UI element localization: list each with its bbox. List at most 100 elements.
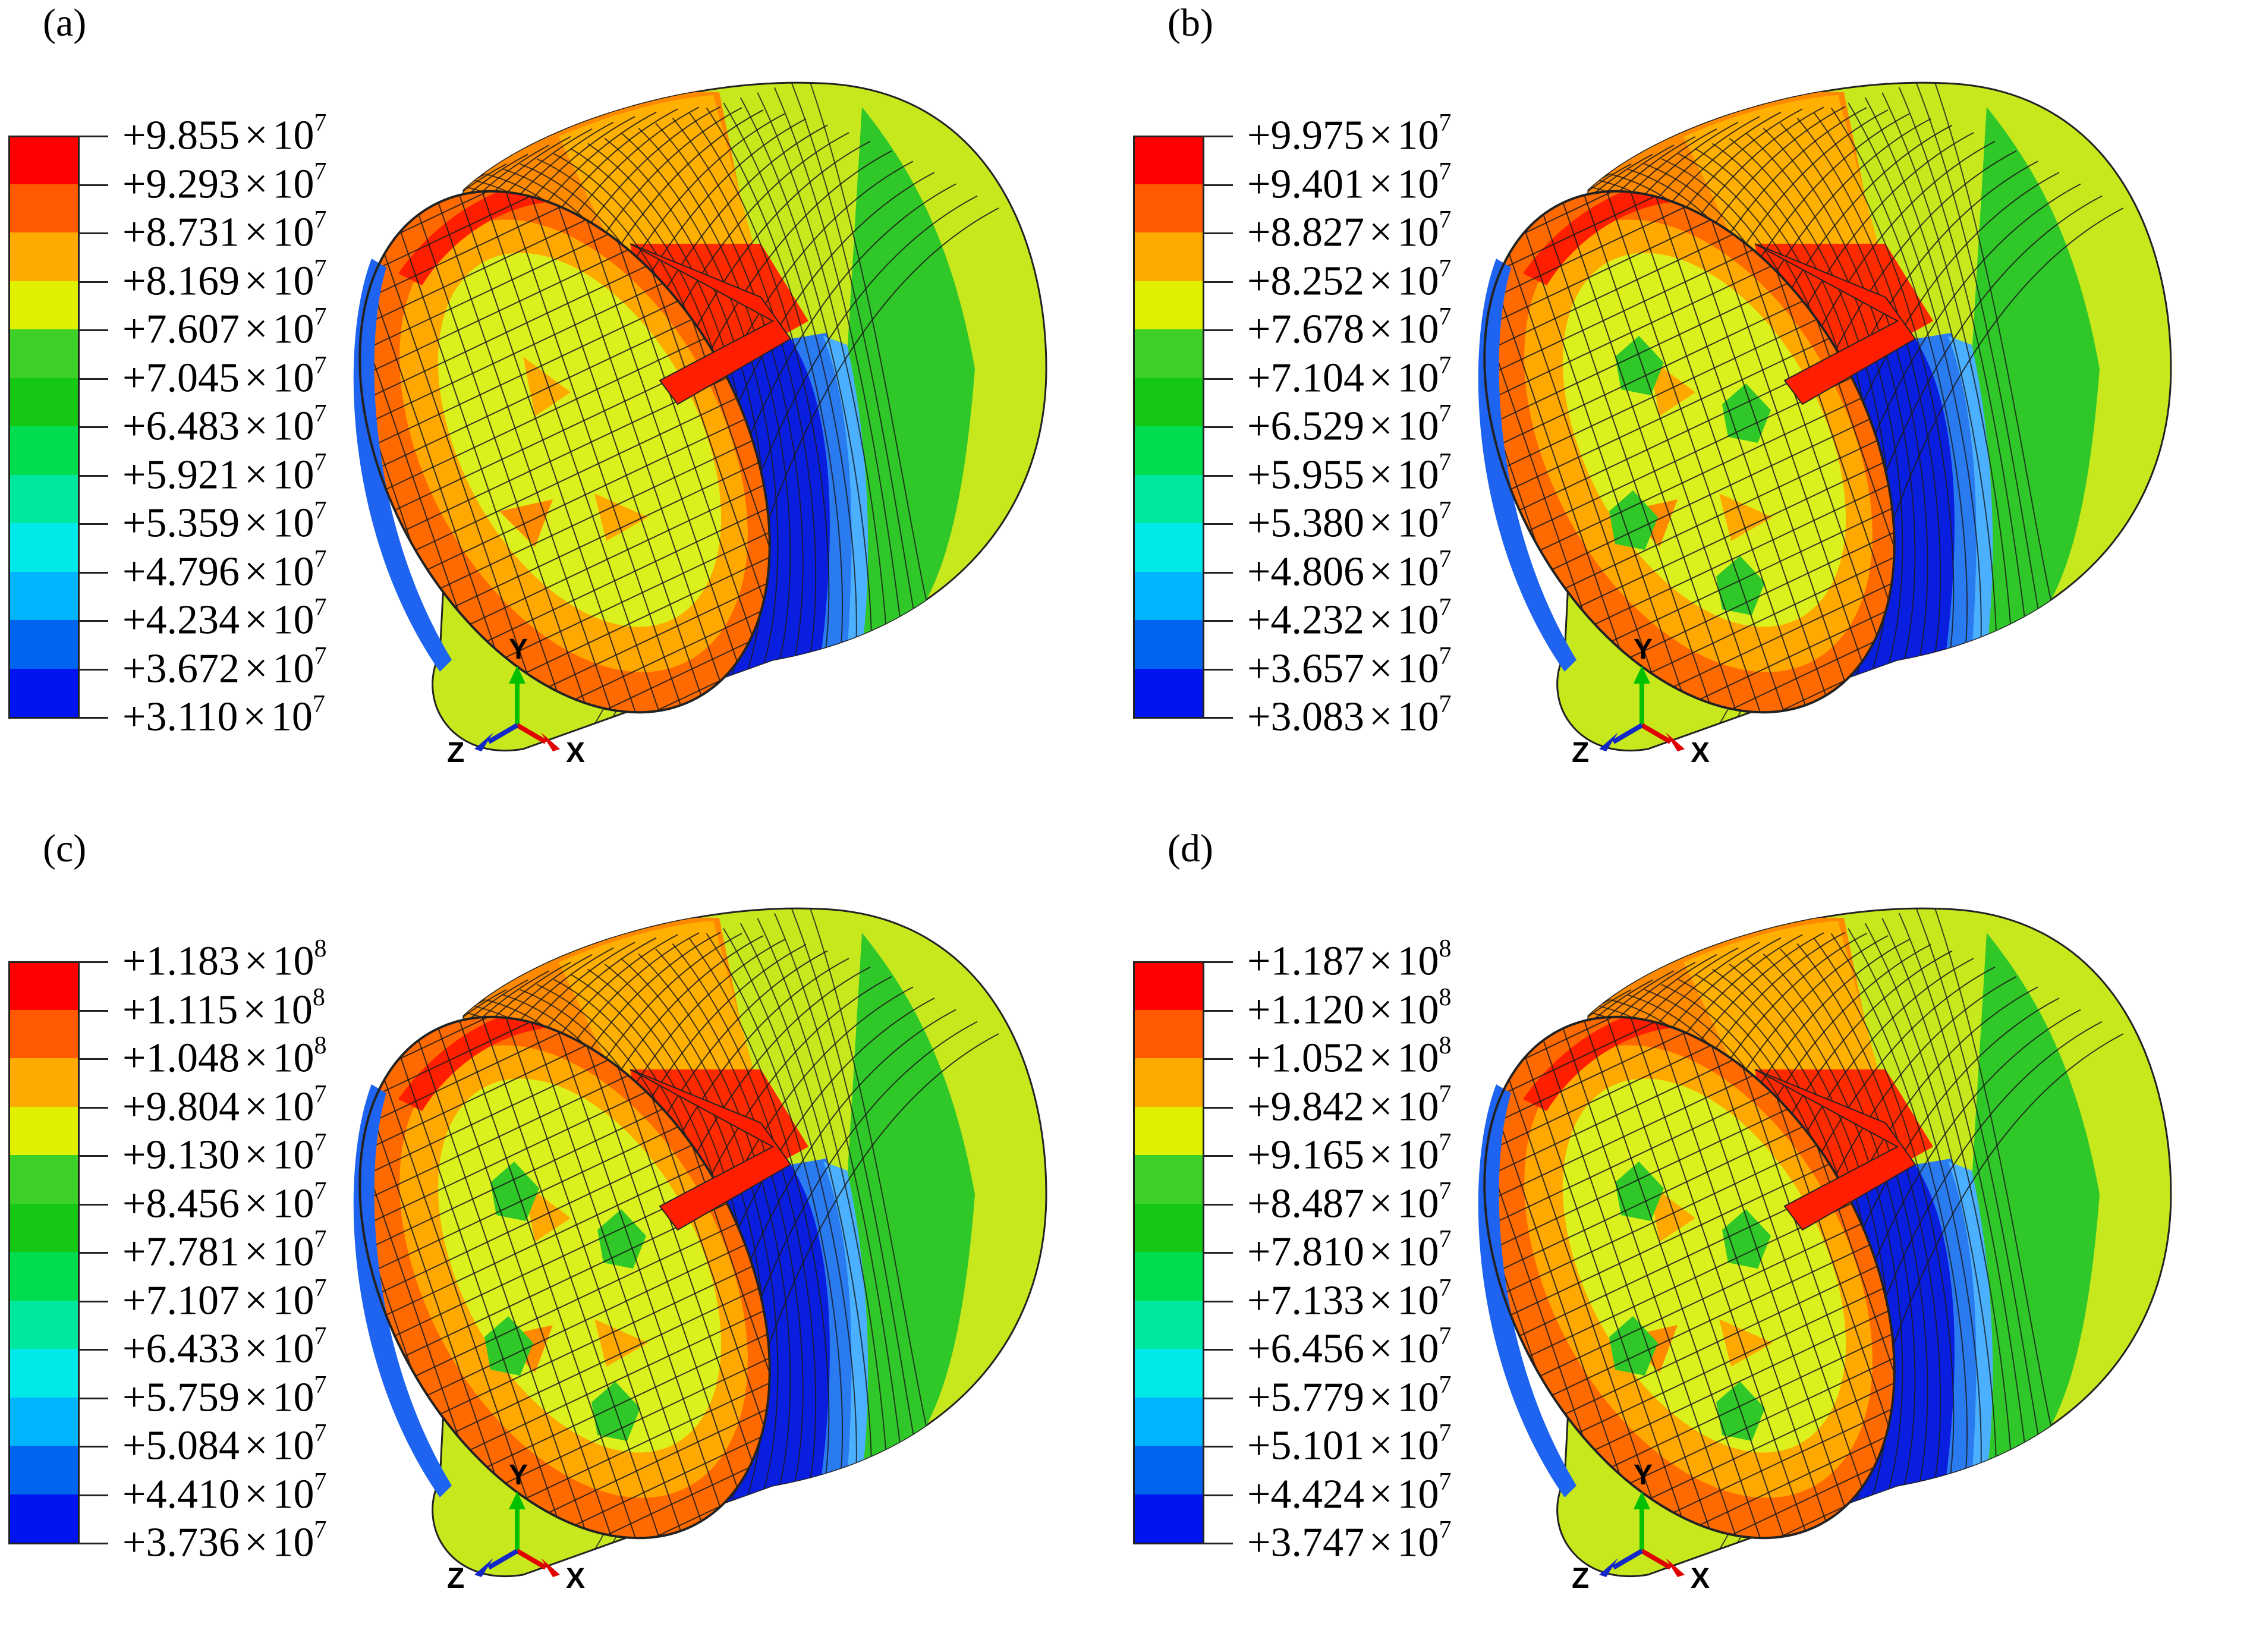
exponent-base: 10: [272, 257, 314, 304]
legend-exponent: 8: [312, 983, 325, 1011]
legend-mantissa: +9.130: [122, 1132, 240, 1178]
legend-value-label: +6.433 × 107: [122, 1324, 326, 1372]
legend-color-band: [1133, 961, 1204, 1011]
y-axis-label: Y: [509, 634, 528, 665]
legend-tick: [1204, 1155, 1233, 1157]
legend-value-label: +1.183 × 108: [122, 936, 326, 982]
legend-value-label: +6.529 × 107: [1247, 401, 1451, 447]
legend-tick: [1204, 329, 1233, 331]
legend-color-band: [8, 232, 80, 282]
legend-mantissa: +4.234: [122, 597, 240, 643]
x-axis-arrow: [1640, 723, 1672, 744]
legend-mantissa: +4.424: [1247, 1471, 1364, 1517]
panel-label: (a): [43, 1, 87, 45]
exponent-base: 10: [272, 1132, 314, 1178]
legend-mantissa: +3.736: [122, 1519, 240, 1566]
legend-tick: [80, 426, 108, 428]
x-axis-arrow: [515, 1549, 547, 1570]
legend-color-band: [1133, 1252, 1204, 1301]
green-stress-spot: [1609, 490, 1658, 550]
panel-label: (c): [43, 827, 87, 870]
times-symbol: ×: [1368, 986, 1393, 1033]
legend-exponent: 7: [314, 158, 327, 185]
legend-mantissa: +3.672: [122, 645, 240, 691]
legend-color-band: [8, 1058, 80, 1107]
legend-value-label: +6.483 × 107: [122, 401, 326, 449]
legend-exponent: 7: [1439, 254, 1452, 282]
legend-mantissa: +6.456: [1247, 1326, 1364, 1372]
legend-color-band: [1133, 426, 1204, 476]
legend-value-label: +9.130 × 107: [122, 1130, 326, 1178]
legend-color-band: [1133, 1203, 1204, 1253]
times-symbol: ×: [1368, 1326, 1393, 1372]
figure-panel: (d) +1.187 × 108 +1.120 × 108 +1.052 × 108 +9.842 ×…: [1125, 826, 2249, 1651]
legend-frame: [8, 961, 80, 1544]
legend-value-label: +9.855 × 107: [122, 111, 326, 156]
exponent-base: 10: [272, 1180, 314, 1226]
legend-mantissa: +6.483: [122, 403, 240, 449]
legend-mantissa: +7.133: [1247, 1277, 1364, 1323]
legend-exponent: 7: [314, 497, 327, 524]
green-stress-region: [844, 107, 975, 654]
legend-tick: [80, 329, 108, 331]
legend-tick: [1204, 668, 1233, 671]
legend-color-band: [8, 474, 80, 524]
green-stress-region: [1969, 107, 2100, 654]
legend-tick: [80, 1494, 108, 1496]
legend-value-label: +8.252 × 107: [1247, 256, 1451, 302]
legend-color-band: [8, 1106, 80, 1156]
legend-value-label: +3.736 × 107: [122, 1518, 326, 1566]
legend-mantissa: +7.607: [122, 306, 240, 353]
exponent-base: 10: [1397, 1132, 1439, 1178]
times-symbol: ×: [244, 257, 268, 304]
legend-exponent: 8: [314, 935, 327, 962]
exponent-base: 10: [1397, 354, 1439, 401]
legend-mantissa: +5.101: [1247, 1423, 1364, 1469]
legend-color-band: [1133, 523, 1204, 572]
times-symbol: ×: [1368, 1083, 1393, 1129]
legend-value-label: +4.796 × 107: [122, 547, 326, 593]
legend-value-label: +5.759 × 107: [122, 1373, 326, 1420]
times-symbol: ×: [1368, 1132, 1393, 1178]
legend-tick: [80, 620, 108, 622]
legend-mantissa: +3.747: [1247, 1519, 1364, 1566]
legend-tick: [1204, 1300, 1233, 1302]
legend-exponent: 7: [314, 254, 327, 282]
figure-panel: (b) +9.975 × 107 +9.401 × 107 +8.827 × 107 +8.252 ×…: [1125, 0, 2249, 826]
legend-mantissa: +9.401: [1247, 161, 1364, 207]
legend-tick: [80, 1349, 108, 1351]
legend-mantissa: +9.804: [122, 1083, 240, 1129]
legend-value-label: +9.842 × 107: [1247, 1082, 1451, 1129]
legend-tick: [80, 571, 108, 574]
times-symbol: ×: [1368, 161, 1393, 207]
legend-value-label: +4.424 × 107: [1247, 1470, 1451, 1517]
times-symbol: ×: [1368, 306, 1393, 353]
legend-mantissa: +1.052: [1247, 1035, 1364, 1081]
exponent-base: 10: [272, 1326, 314, 1372]
legend-exponent: 7: [314, 448, 327, 476]
legend-tick: [80, 1058, 108, 1060]
model-group: [1401, 907, 2172, 1608]
legend-mantissa: +7.104: [1247, 354, 1364, 401]
exponent-base: 10: [272, 306, 314, 353]
legend-color-band: [8, 620, 80, 669]
exponent-base: 10: [1397, 1180, 1439, 1226]
legend-exponent: 7: [314, 1177, 327, 1205]
exponent-base: 10: [272, 209, 314, 256]
legend-mantissa: +5.779: [1247, 1374, 1364, 1420]
legend-exponent: 8: [1439, 1032, 1452, 1059]
z-axis-arrow: [487, 1549, 519, 1570]
legend-exponent: 7: [1439, 1371, 1452, 1399]
legend-tick: [80, 1155, 108, 1157]
exponent-base: 10: [1397, 1035, 1439, 1081]
legend-exponent: 7: [1439, 1226, 1452, 1253]
green-stress-spot: [1615, 1162, 1664, 1221]
exponent-base: 10: [272, 161, 314, 207]
legend-exponent: 7: [1439, 158, 1452, 185]
z-axis-arrow: [487, 723, 519, 744]
legend-mantissa: +7.107: [122, 1277, 240, 1323]
times-symbol: ×: [244, 1374, 268, 1420]
legend-value-label: +8.827 × 107: [1247, 207, 1451, 253]
z-axis-label: Z: [447, 1563, 464, 1594]
times-symbol: ×: [244, 1083, 268, 1129]
